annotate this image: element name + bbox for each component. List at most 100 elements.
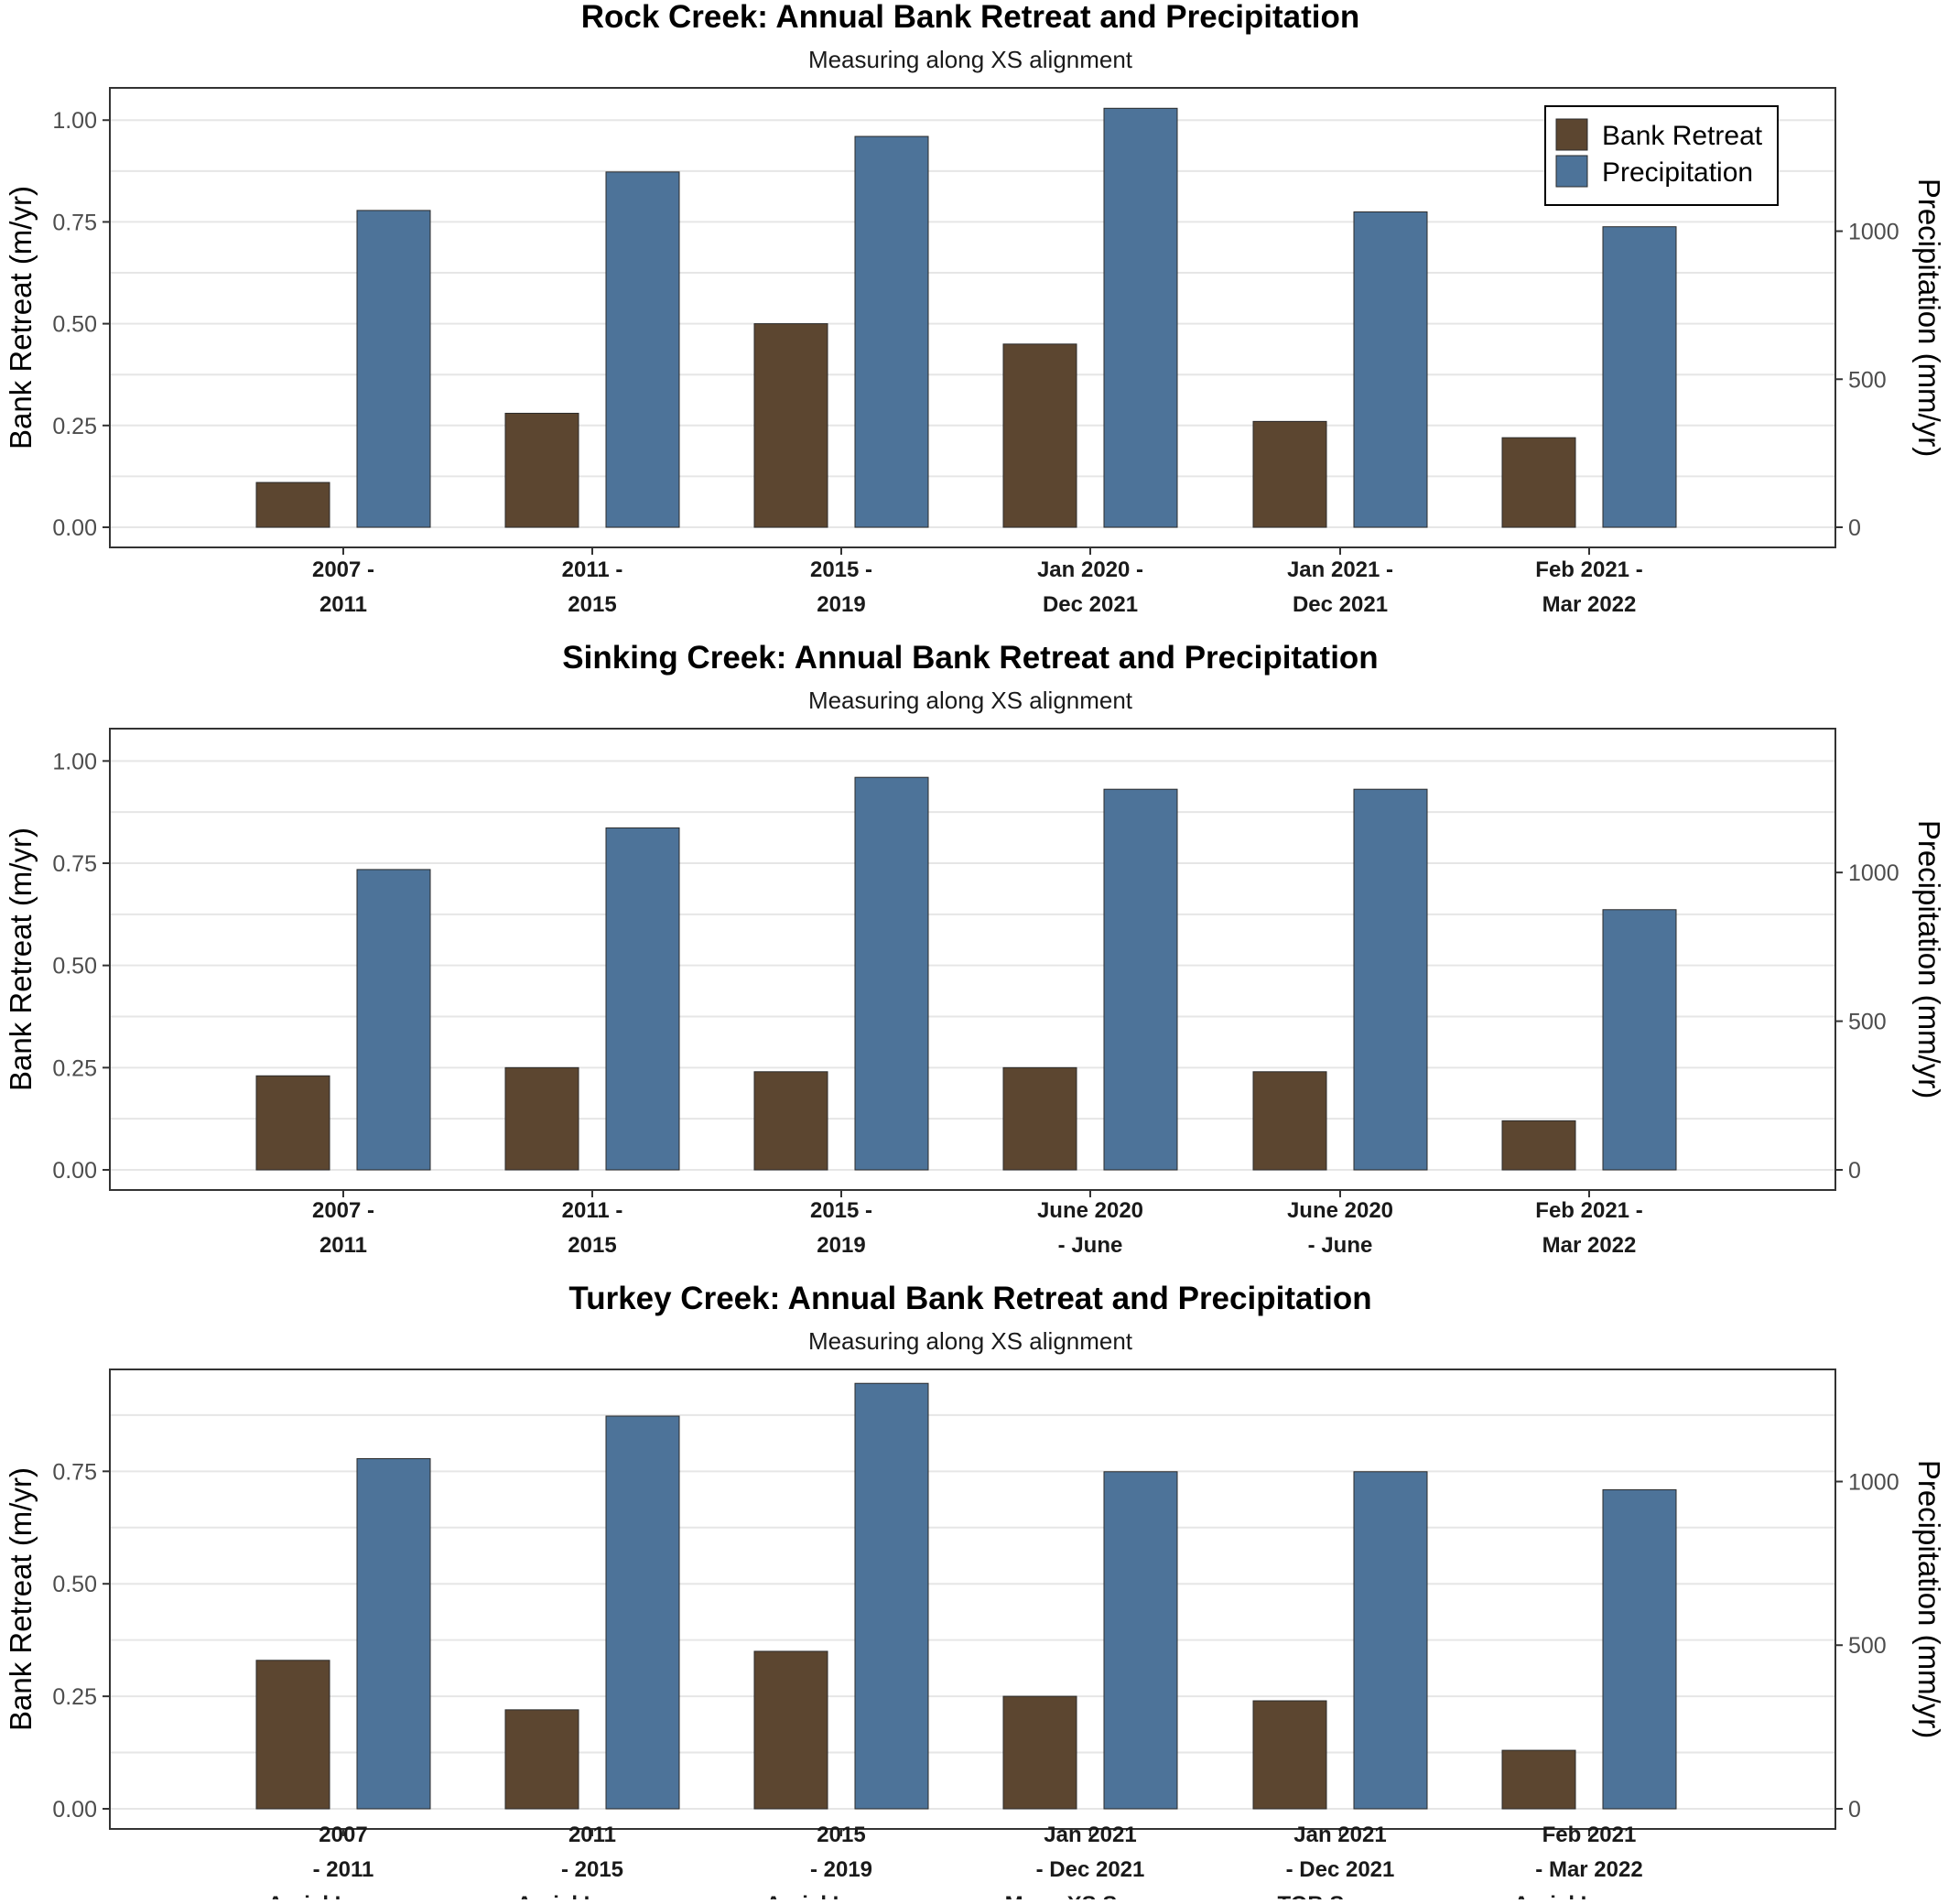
precipitation-bar	[1353, 211, 1428, 528]
x-tick-label: 2011	[319, 1233, 367, 1258]
precipitation-bar	[1353, 788, 1428, 1171]
legend-label-bank-retreat: Bank Retreat	[1602, 121, 1763, 151]
x-tick-label: 2015	[568, 592, 616, 617]
x-tick-label: 2007 -	[312, 557, 374, 582]
precipitation-bar	[605, 827, 680, 1171]
x-tick-label: 2011	[568, 1823, 616, 1847]
x-tick-label: 2011 -	[562, 1198, 623, 1223]
y2-tick-label: 1000	[1848, 1469, 1899, 1495]
y-tick-label: 0.00	[52, 1158, 97, 1184]
panel-subtitle: Measuring along XS alignment	[808, 1327, 1133, 1355]
precipitation-bar	[356, 869, 431, 1171]
y-tick-label: 0.00	[52, 1797, 97, 1823]
precipitation-bar	[356, 210, 431, 528]
x-tick-label: Mar 2022	[1542, 592, 1637, 617]
panel-title: Rock Creek: Annual Bank Retreat and Prec…	[581, 0, 1360, 35]
y2-tick-label: 1000	[1848, 220, 1899, 245]
y2-tick-label: 1000	[1848, 860, 1899, 886]
y-tick-label: 0.50	[52, 312, 97, 338]
y-tick-label: 0.25	[52, 414, 97, 439]
panel-title: Turkey Creek: Annual Bank Retreat and Pr…	[568, 1281, 1371, 1316]
x-tick-label: Dec 2021	[1293, 592, 1388, 617]
bank-retreat-bar	[753, 323, 828, 528]
bank-retreat-bar	[255, 1660, 330, 1810]
bank-retreat-bar	[1501, 437, 1576, 528]
bank-retreat-bar	[504, 1066, 579, 1171]
x-tick-label: - 2015	[561, 1857, 623, 1882]
panel-frame	[109, 1368, 1836, 1830]
x-tick-label: Jan 2021 -	[1287, 557, 1393, 582]
panel-frame	[109, 87, 1836, 548]
x-tick-label: 2019	[817, 592, 865, 617]
legend-swatch-precipitation	[1555, 155, 1588, 188]
x-tick-label: Aerial Imagery	[1513, 1892, 1665, 1899]
y2-tick-label: 500	[1848, 1633, 1887, 1659]
x-tick-label: 2015	[817, 1823, 865, 1847]
bank-retreat-bar	[1002, 343, 1077, 528]
precipitation-bar	[1353, 1471, 1428, 1810]
x-tick-label: June 2020	[1037, 1198, 1143, 1223]
y-tick-label: 1.00	[52, 749, 97, 774]
bank-retreat-bar	[255, 1075, 330, 1171]
y2-tick-label: 0	[1848, 1158, 1861, 1184]
y-tick-label: 0.25	[52, 1684, 97, 1710]
y2-tick-label: 0	[1848, 1797, 1861, 1823]
x-tick-label: - June	[1308, 1233, 1373, 1258]
y-tick-label: 0.50	[52, 954, 97, 979]
x-tick-label: 2007	[319, 1823, 367, 1847]
bank-retreat-bar	[1252, 1071, 1327, 1171]
x-tick-label: - Dec 2021	[1036, 1857, 1145, 1882]
y-tick-label: 0.50	[52, 1572, 97, 1597]
bank-retreat-bar	[1252, 1700, 1327, 1810]
y-tick-label: 0.75	[52, 851, 97, 877]
y-tick-label: 1.00	[52, 108, 97, 134]
x-tick-label: Feb 2021 -	[1535, 1198, 1642, 1223]
legend-swatch-bank-retreat	[1555, 118, 1588, 151]
x-tick-label: 2015 -	[810, 557, 872, 582]
x-tick-label: - Dec 2021	[1286, 1857, 1395, 1882]
bank-retreat-bar	[753, 1650, 828, 1810]
x-tick-label: Mean XS Survey	[1005, 1892, 1176, 1899]
x-tick-label: 2011 -	[562, 557, 623, 582]
x-tick-label: Aerial Imagery	[516, 1892, 668, 1899]
y2-axis-label: Precipitation (mm/yr)	[1912, 1460, 1946, 1738]
x-tick-label: - Mar 2022	[1535, 1857, 1642, 1882]
x-tick-label: Jan 2021	[1293, 1823, 1386, 1847]
x-tick-label: 2015	[568, 1233, 616, 1258]
bank-retreat-bar	[1002, 1066, 1077, 1171]
x-tick-label: TOB Survey	[1278, 1892, 1404, 1899]
y2-tick-label: 500	[1848, 367, 1887, 393]
bank-retreat-bar	[753, 1071, 828, 1171]
x-tick-label: Jan 2020 -	[1037, 557, 1143, 582]
y2-tick-label: 0	[1848, 515, 1861, 541]
precipitation-bar	[854, 776, 929, 1171]
y-tick-label: 0.25	[52, 1055, 97, 1081]
y-tick-label: 0.75	[52, 210, 97, 235]
precipitation-bar	[854, 135, 929, 528]
x-tick-label: Aerial Imagery	[765, 1892, 917, 1899]
y-axis-label: Bank Retreat (m/yr)	[4, 828, 38, 1091]
legend-label-precipitation: Precipitation	[1602, 157, 1753, 188]
x-tick-label: - 2011	[313, 1857, 374, 1882]
panel-subtitle: Measuring along XS alignment	[808, 46, 1133, 73]
precipitation-bar	[1103, 788, 1178, 1171]
panel-title: Sinking Creek: Annual Bank Retreat and P…	[562, 640, 1378, 676]
x-tick-label: Mar 2022	[1542, 1233, 1637, 1258]
x-tick-label: Dec 2021	[1043, 592, 1138, 617]
y-axis-label: Bank Retreat (m/yr)	[4, 1467, 38, 1731]
y-axis-label: Bank Retreat (m/yr)	[4, 186, 38, 449]
x-tick-label: 2007 -	[312, 1198, 374, 1223]
y-tick-label: 0.00	[52, 515, 97, 541]
bank-retreat-bar	[255, 481, 330, 528]
x-tick-label: 2015 -	[810, 1198, 872, 1223]
x-tick-label: Aerial Imagery	[267, 1892, 419, 1899]
bank-retreat-bar	[1501, 1120, 1576, 1171]
x-tick-label: June 2020	[1287, 1198, 1393, 1223]
precipitation-bar	[1103, 107, 1178, 528]
x-tick-label: 2011	[319, 592, 367, 617]
panel-subtitle: Measuring along XS alignment	[808, 687, 1133, 714]
bank-retreat-bar	[504, 1709, 579, 1810]
y2-axis-label: Precipitation (mm/yr)	[1912, 820, 1946, 1098]
